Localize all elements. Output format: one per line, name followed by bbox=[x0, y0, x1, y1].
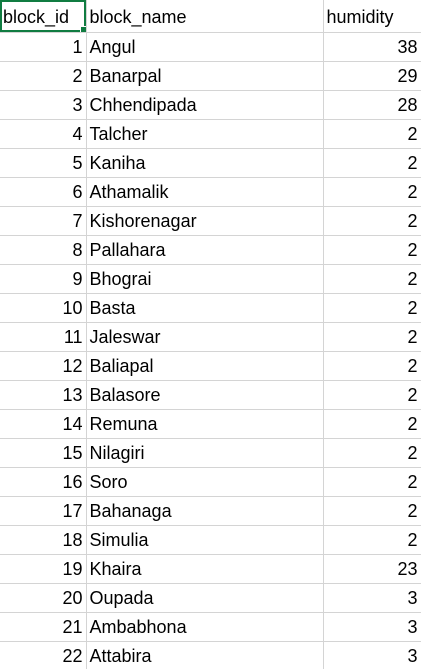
table-row: 2 Banarpal 29 bbox=[0, 61, 421, 91]
cell-block-id[interactable]: 6 bbox=[0, 177, 87, 207]
cell-humidity[interactable]: 3 bbox=[323, 612, 421, 642]
table-row: 6 Athamalik 2 bbox=[0, 177, 421, 207]
cell-block-name[interactable]: Nilagiri bbox=[86, 438, 324, 468]
table-row: 12 Baliapal 2 bbox=[0, 351, 421, 381]
cell-block-id[interactable]: 14 bbox=[0, 409, 87, 439]
cell-block-id[interactable]: 19 bbox=[0, 554, 87, 584]
cell-humidity[interactable]: 3 bbox=[323, 641, 421, 669]
cell-block-id[interactable]: 3 bbox=[0, 90, 87, 120]
table-row: 16 Soro 2 bbox=[0, 467, 421, 497]
table-row: 20 Oupada 3 bbox=[0, 583, 421, 613]
cell-block-id[interactable]: 7 bbox=[0, 206, 87, 236]
cell-block-id[interactable]: 12 bbox=[0, 351, 87, 381]
cell-humidity[interactable]: 2 bbox=[323, 496, 421, 526]
cell-block-name[interactable]: Chhendipada bbox=[86, 90, 324, 120]
cell-block-id[interactable]: 1 bbox=[0, 32, 87, 62]
cell-block-id[interactable]: 17 bbox=[0, 496, 87, 526]
cell-humidity[interactable]: 2 bbox=[323, 148, 421, 178]
cell-block-name[interactable]: Remuna bbox=[86, 409, 324, 439]
cell-block-name[interactable]: Khaira bbox=[86, 554, 324, 584]
cell-humidity[interactable]: 2 bbox=[323, 206, 421, 236]
cell-block-name[interactable]: Attabira bbox=[86, 641, 324, 669]
table-row: 21 Ambabhona 3 bbox=[0, 612, 421, 642]
header-cell-humidity[interactable]: humidity bbox=[323, 0, 421, 33]
cell-block-name[interactable]: Talcher bbox=[86, 119, 324, 149]
cell-humidity[interactable]: 2 bbox=[323, 119, 421, 149]
table-row: 1 Angul 38 bbox=[0, 32, 421, 62]
cell-humidity[interactable]: 38 bbox=[323, 32, 421, 62]
cell-humidity[interactable]: 2 bbox=[323, 438, 421, 468]
cell-humidity[interactable]: 2 bbox=[323, 293, 421, 323]
table-row: 14 Remuna 2 bbox=[0, 409, 421, 439]
cell-humidity[interactable]: 2 bbox=[323, 264, 421, 294]
cell-humidity[interactable]: 2 bbox=[323, 467, 421, 497]
cell-block-name[interactable]: Ambabhona bbox=[86, 612, 324, 642]
cell-block-name[interactable]: Kaniha bbox=[86, 148, 324, 178]
table-row: 13 Balasore 2 bbox=[0, 380, 421, 410]
header-cell-block-id[interactable]: block_id bbox=[0, 0, 87, 33]
cell-block-id[interactable]: 22 bbox=[0, 641, 87, 669]
cell-block-name[interactable]: Oupada bbox=[86, 583, 324, 613]
cell-humidity[interactable]: 2 bbox=[323, 351, 421, 381]
cell-block-id[interactable]: 8 bbox=[0, 235, 87, 265]
cell-block-id[interactable]: 10 bbox=[0, 293, 87, 323]
cell-block-id[interactable]: 9 bbox=[0, 264, 87, 294]
cell-humidity[interactable]: 2 bbox=[323, 322, 421, 352]
cell-humidity[interactable]: 2 bbox=[323, 380, 421, 410]
cell-block-name[interactable]: Jaleswar bbox=[86, 322, 324, 352]
cell-block-name[interactable]: Soro bbox=[86, 467, 324, 497]
cell-block-name[interactable]: Kishorenagar bbox=[86, 206, 324, 236]
cell-block-name[interactable]: Bhograi bbox=[86, 264, 324, 294]
table-row: 5 Kaniha 2 bbox=[0, 148, 421, 178]
cell-block-name[interactable]: Pallahara bbox=[86, 235, 324, 265]
table-row: 9 Bhograi 2 bbox=[0, 264, 421, 294]
cell-block-name[interactable]: Bahanaga bbox=[86, 496, 324, 526]
table-row: 19 Khaira 23 bbox=[0, 554, 421, 584]
header-row: block_id block_name humidity bbox=[0, 0, 421, 33]
table-row: 10 Basta 2 bbox=[0, 293, 421, 323]
header-cell-block-name[interactable]: block_name bbox=[86, 0, 324, 33]
cell-block-name[interactable]: Balasore bbox=[86, 380, 324, 410]
table-row: 22 Attabira 3 bbox=[0, 641, 421, 669]
cell-humidity[interactable]: 2 bbox=[323, 409, 421, 439]
table-row: 17 Bahanaga 2 bbox=[0, 496, 421, 526]
cell-block-name[interactable]: Athamalik bbox=[86, 177, 324, 207]
cell-block-id[interactable]: 20 bbox=[0, 583, 87, 613]
cell-block-name[interactable]: Baliapal bbox=[86, 351, 324, 381]
cell-humidity[interactable]: 28 bbox=[323, 90, 421, 120]
cell-block-id[interactable]: 15 bbox=[0, 438, 87, 468]
table-row: 3 Chhendipada 28 bbox=[0, 90, 421, 120]
cell-block-name[interactable]: Banarpal bbox=[86, 61, 324, 91]
cell-block-id[interactable]: 13 bbox=[0, 380, 87, 410]
table-row: 7 Kishorenagar 2 bbox=[0, 206, 421, 236]
cell-humidity[interactable]: 2 bbox=[323, 235, 421, 265]
table-row: 8 Pallahara 2 bbox=[0, 235, 421, 265]
cell-block-name[interactable]: Simulia bbox=[86, 525, 324, 555]
cell-humidity[interactable]: 23 bbox=[323, 554, 421, 584]
cell-block-name[interactable]: Angul bbox=[86, 32, 324, 62]
cell-humidity[interactable]: 29 bbox=[323, 61, 421, 91]
cell-block-name[interactable]: Basta bbox=[86, 293, 324, 323]
cell-block-id[interactable]: 5 bbox=[0, 148, 87, 178]
table-row: 18 Simulia 2 bbox=[0, 525, 421, 555]
cell-humidity[interactable]: 2 bbox=[323, 525, 421, 555]
cell-block-id[interactable]: 4 bbox=[0, 119, 87, 149]
table-row: 11 Jaleswar 2 bbox=[0, 322, 421, 352]
cell-block-id[interactable]: 11 bbox=[0, 322, 87, 352]
cell-block-id[interactable]: 18 bbox=[0, 525, 87, 555]
table-row: 4 Talcher 2 bbox=[0, 119, 421, 149]
cell-block-id[interactable]: 2 bbox=[0, 61, 87, 91]
cell-block-id[interactable]: 16 bbox=[0, 467, 87, 497]
table-row: 15 Nilagiri 2 bbox=[0, 438, 421, 468]
cell-block-id[interactable]: 21 bbox=[0, 612, 87, 642]
cell-humidity[interactable]: 3 bbox=[323, 583, 421, 613]
cell-humidity[interactable]: 2 bbox=[323, 177, 421, 207]
